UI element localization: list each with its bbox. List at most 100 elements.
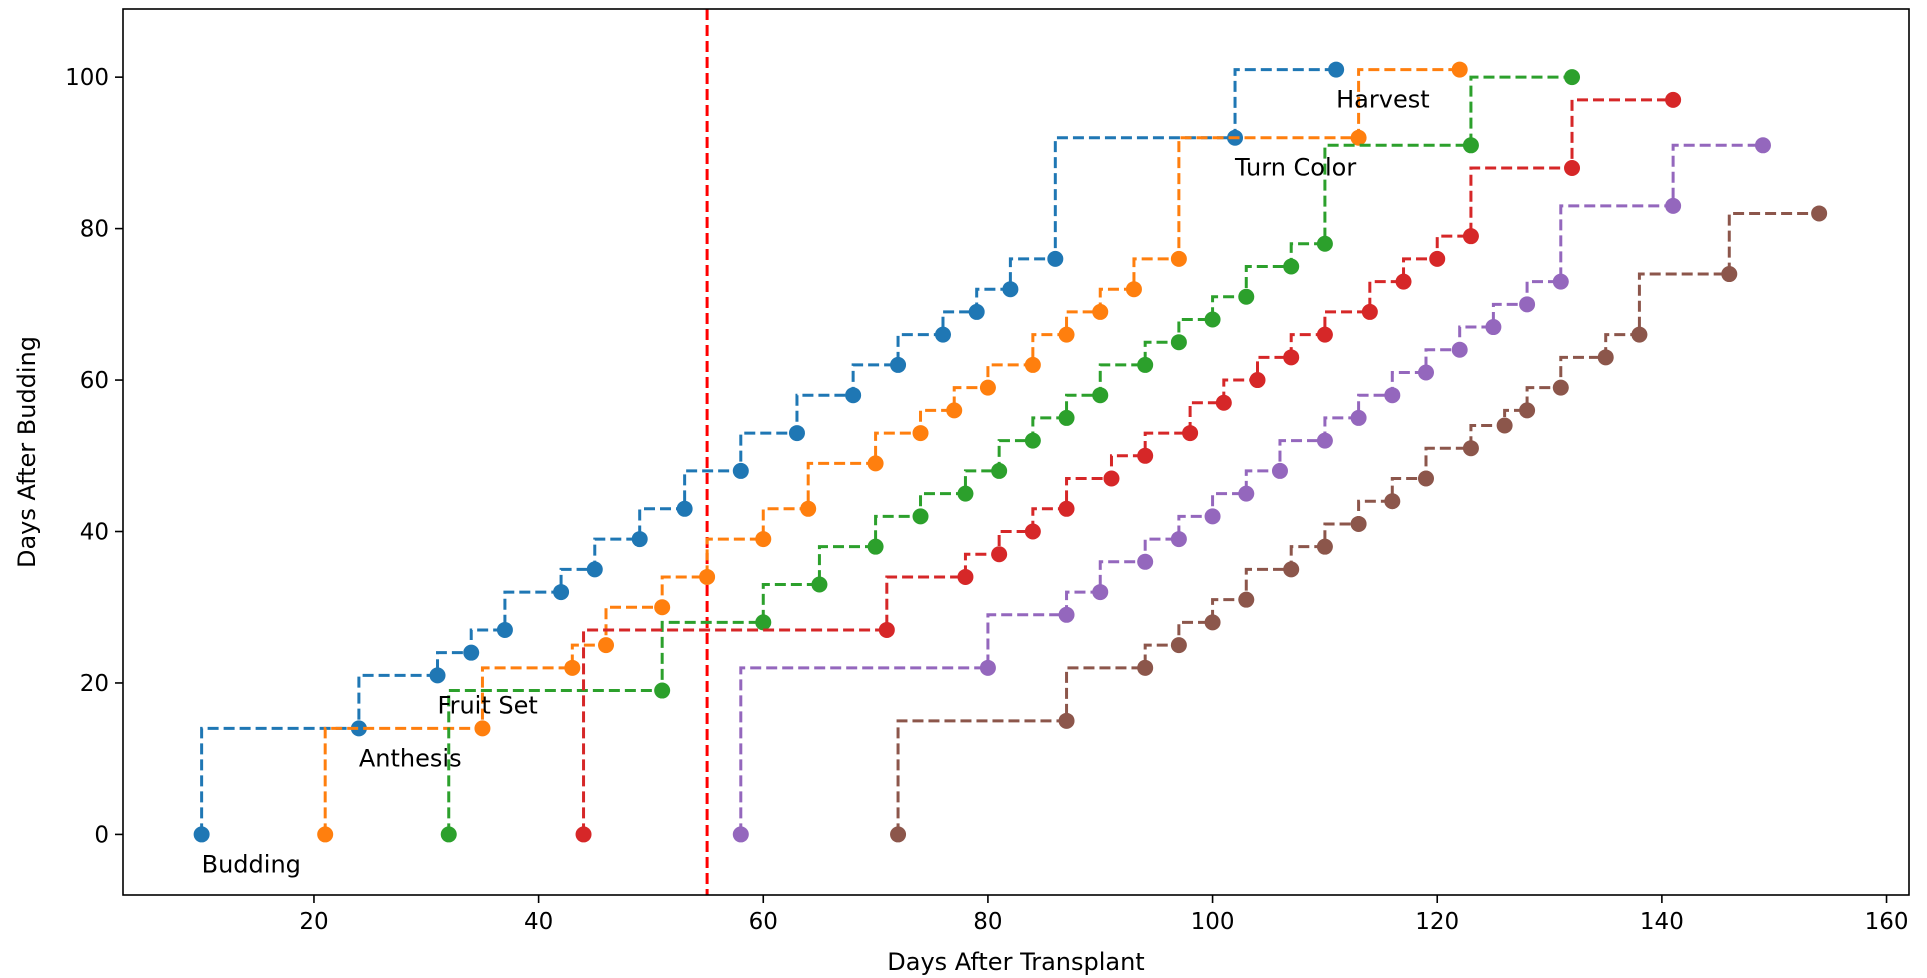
data-point [1519,296,1536,313]
data-point [631,531,648,548]
data-point [1564,160,1581,177]
data-point [1552,379,1569,396]
data-point [1271,462,1288,479]
data-point [1811,205,1828,222]
data-point [800,500,817,517]
data-point [1024,523,1041,540]
data-point [1092,584,1109,601]
series-6 [890,205,1828,843]
x-tick-label: 160 [1865,909,1909,935]
plot-area-frame [122,8,1910,896]
y-tick-label: 100 [65,65,109,91]
y-tick-label: 40 [80,520,109,546]
data-point [1058,712,1075,729]
data-point [1361,303,1378,320]
data-point [1462,228,1479,245]
series-2 [317,61,1468,843]
x-tick-label: 20 [299,909,328,935]
x-axis-title: Days After Transplant [887,948,1144,976]
data-point [1283,349,1300,366]
data-point [755,531,772,548]
annotation-label: Fruit Set [438,691,538,719]
data-point [1170,531,1187,548]
data-point [1204,614,1221,631]
data-point [1316,432,1333,449]
x-tick-label: 140 [1640,909,1684,935]
data-point [1137,447,1154,464]
data-point [845,387,862,404]
data-point [867,538,884,555]
y-tick-label: 0 [94,822,109,848]
x-axis-ticks: 20 40 60 80 100 120 140 160 [299,895,1908,935]
data-point [1058,409,1075,426]
series-3 [440,69,1581,843]
x-tick-label: 60 [749,909,778,935]
data-point [1395,273,1412,290]
data-point [1485,319,1502,336]
data-point [1451,341,1468,358]
data-point [1125,281,1142,298]
data-point [1103,470,1120,487]
data-point [350,720,367,737]
data-point [1597,349,1614,366]
data-point [1215,394,1232,411]
data-point [1519,402,1536,419]
data-point [1204,508,1221,525]
data-point [1350,515,1367,532]
data-point [890,826,907,843]
data-point [1058,606,1075,623]
data-point [564,659,581,676]
x-tick-label: 40 [524,909,553,935]
data-point [1384,493,1401,510]
data-point [1170,334,1187,351]
annotation-label: Harvest [1336,86,1430,114]
data-point [1429,250,1446,267]
data-point [1024,432,1041,449]
data-point [699,568,716,585]
data-point [1665,197,1682,214]
data-point [957,485,974,502]
data-point [1665,91,1682,108]
data-point [878,621,895,638]
data-point [496,621,513,638]
data-point [732,826,749,843]
data-point [575,826,592,843]
data-point [1496,417,1513,434]
data-point [193,826,210,843]
data-point [1462,440,1479,457]
series-1 [193,61,1345,843]
data-point [1552,273,1569,290]
data-point [1564,69,1581,86]
data-point [1283,561,1300,578]
data-point [1350,129,1367,146]
data-point [1182,425,1199,442]
data-point [1047,250,1064,267]
series-layer [193,61,1828,843]
data-point [1451,61,1468,78]
data-point [429,667,446,684]
data-point [1316,326,1333,343]
data-point [979,659,996,676]
data-point [598,637,615,654]
y-axis-title: Days After Budding [13,336,41,568]
x-tick-label: 120 [1415,909,1459,935]
data-point [1721,266,1738,283]
y-tick-label: 20 [80,671,109,697]
data-point [1283,258,1300,275]
data-point [1249,372,1266,389]
y-tick-label: 60 [80,368,109,394]
series-5 [732,137,1771,843]
data-point [654,599,671,616]
y-axis-ticks: 0 20 40 60 80 100 [65,65,123,848]
data-point [934,326,951,343]
data-point [957,568,974,585]
data-point [1754,137,1771,154]
data-point [979,379,996,396]
data-point [1024,356,1041,373]
x-tick-label: 100 [1191,909,1235,935]
data-point [991,462,1008,479]
data-point [317,826,334,843]
data-point [1137,356,1154,373]
data-point [1462,137,1479,154]
